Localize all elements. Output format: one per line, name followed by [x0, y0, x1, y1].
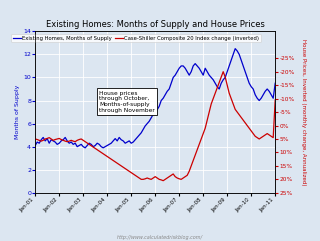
- Existing Homes, Months of Supply: [185, 70, 189, 73]
- Existing Homes, Months of Supply: [233, 47, 237, 50]
- Text: http://www.calculatedriskblog.com/: http://www.calculatedriskblog.com/: [117, 234, 203, 240]
- Existing Homes, Months of Supply: [273, 82, 277, 85]
- Existing Homes, Months of Supply: [83, 146, 87, 149]
- Text: House prices
through October,
Months-of-supply
through November: House prices through October, Months-of-…: [99, 91, 155, 113]
- Case-Shiller Composite 20 Index change (inverted): [89, 144, 93, 147]
- Case-Shiller Composite 20 Index change (inverted): [273, 99, 277, 101]
- Existing Homes, Months of Supply: [261, 93, 265, 96]
- Existing Homes, Months of Supply: [197, 67, 201, 70]
- Existing Homes, Months of Supply: [33, 144, 37, 147]
- Case-Shiller Composite 20 Index change (inverted): [261, 135, 265, 138]
- Case-Shiller Composite 20 Index change (inverted): [185, 174, 189, 177]
- Case-Shiller Composite 20 Index change (inverted): [33, 138, 37, 141]
- Y-axis label: House Prices, Inverted (monthly change, Annualized): House Prices, Inverted (monthly change, …: [301, 39, 306, 185]
- Case-Shiller Composite 20 Index change (inverted): [161, 179, 165, 182]
- Existing Homes, Months of Supply: [91, 145, 95, 148]
- Case-Shiller Composite 20 Index change (inverted): [57, 137, 61, 140]
- Line: Case-Shiller Composite 20 Index change (inverted): Case-Shiller Composite 20 Index change (…: [35, 72, 275, 181]
- Case-Shiller Composite 20 Index change (inverted): [197, 143, 201, 146]
- Existing Homes, Months of Supply: [57, 142, 61, 145]
- Case-Shiller Composite 20 Index change (inverted): [221, 70, 225, 73]
- Legend: Existing Homes, Months of Supply, Case-Shiller Composite 20 Index change (invert: Existing Homes, Months of Supply, Case-S…: [11, 34, 261, 42]
- Existing Homes, Months of Supply: [137, 134, 141, 137]
- Title: Existing Homes: Months of Supply and House Prices: Existing Homes: Months of Supply and Hou…: [46, 20, 265, 29]
- Line: Existing Homes, Months of Supply: Existing Homes, Months of Supply: [35, 49, 275, 148]
- Y-axis label: Months of Supply: Months of Supply: [15, 85, 20, 139]
- Case-Shiller Composite 20 Index change (inverted): [135, 175, 139, 178]
